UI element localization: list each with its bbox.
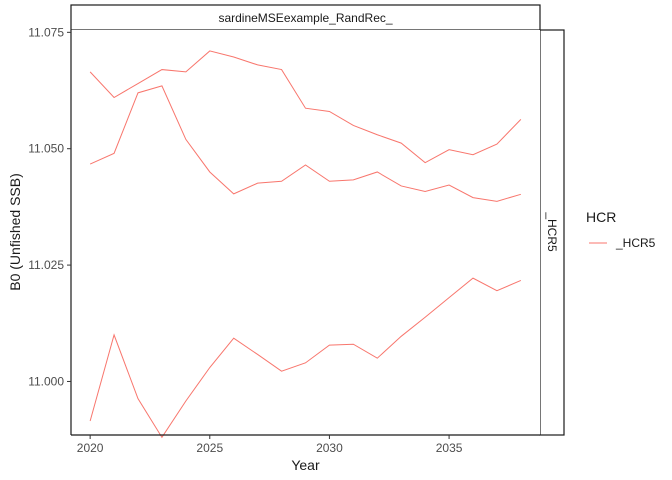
facet-strip-top — [70, 4, 541, 31]
series-line-2 — [89, 85, 521, 202]
y-axis-ticks: 11.000 11.025 11.050 11.075 — [28, 25, 71, 388]
y-tick-label: 11.000 — [28, 374, 64, 388]
legend: HCR _HCR5 — [586, 209, 656, 250]
x-tick-label: 2025 — [196, 441, 223, 455]
y-tick-label: 11.025 — [28, 258, 64, 272]
series-line-3 — [89, 277, 522, 439]
y-tick-label: 11.075 — [28, 25, 64, 39]
x-axis-ticks: 2020 2025 2030 2035 — [77, 435, 463, 455]
series-line-1 — [89, 50, 522, 164]
series-lines — [89, 50, 522, 439]
x-tick-label: 2030 — [316, 441, 343, 455]
legend-entry-label: _HCR5 — [615, 236, 656, 250]
x-tick-label: 2035 — [436, 441, 463, 455]
y-axis-title: B0 (Unfished SSB) — [7, 173, 23, 291]
x-axis-title: Year — [291, 457, 320, 473]
plot-panel — [71, 30, 540, 435]
y-tick-label: 11.050 — [28, 142, 64, 156]
facet-strip-top-label: sardineMSEexample_RandRec_ — [218, 11, 392, 25]
legend-title: HCR — [586, 209, 616, 225]
x-tick-label: 2020 — [77, 441, 104, 455]
facet-strip-right — [539, 29, 565, 436]
facet-strip-right-label: _HCR5 — [545, 211, 559, 252]
